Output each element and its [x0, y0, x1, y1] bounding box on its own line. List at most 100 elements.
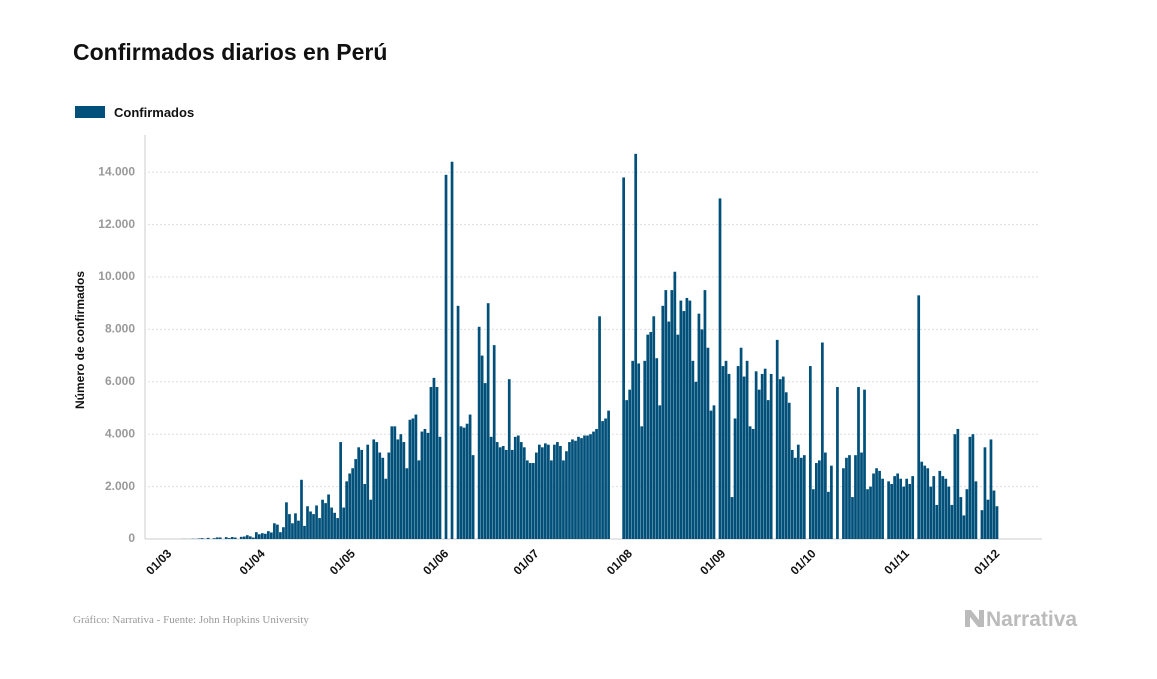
bar [354, 459, 357, 539]
bar [996, 506, 999, 539]
y-tick-label: 10.000 [98, 269, 135, 283]
bar [243, 537, 246, 539]
bar [710, 411, 713, 539]
bar [321, 500, 324, 539]
x-tick-label: 01/07 [511, 546, 542, 577]
bar [932, 476, 935, 539]
bar [649, 332, 652, 539]
bar [201, 538, 204, 539]
bar [571, 439, 574, 539]
bar [490, 437, 493, 539]
bar [565, 451, 568, 539]
bar [920, 462, 923, 539]
bar [288, 514, 291, 539]
bar [499, 447, 502, 539]
bar [312, 514, 315, 539]
bar [496, 442, 499, 539]
bar [306, 506, 309, 539]
bar [670, 290, 673, 539]
bar [993, 491, 996, 539]
bar [740, 348, 743, 539]
bar [393, 426, 396, 539]
bar [872, 474, 875, 540]
bar [722, 366, 725, 539]
bar [342, 508, 345, 539]
bar [526, 460, 529, 539]
bar [728, 374, 731, 539]
bar [502, 446, 505, 539]
bar [294, 513, 297, 539]
bar [984, 447, 987, 539]
bar [403, 442, 406, 539]
bar [917, 295, 920, 539]
bar [381, 458, 384, 539]
bar [944, 479, 947, 539]
bar [427, 433, 430, 539]
x-tick-label: 01/05 [327, 546, 358, 577]
bar [890, 484, 893, 539]
bar [926, 468, 929, 539]
bar [390, 426, 393, 539]
bar [737, 366, 740, 539]
bar [899, 479, 902, 539]
logo: Narrativa [986, 608, 1077, 631]
bar [746, 361, 749, 539]
bar [878, 471, 881, 539]
bar [658, 405, 661, 539]
x-tick-label: 01/08 [604, 546, 635, 577]
bar [396, 439, 399, 539]
bar [330, 508, 333, 539]
bar [273, 523, 276, 539]
bar [821, 343, 824, 540]
bar [213, 538, 216, 539]
bar [318, 518, 321, 539]
y-tick-label: 4.000 [105, 426, 135, 440]
bar [409, 420, 412, 539]
bar [360, 450, 363, 539]
bar [704, 290, 707, 539]
chart-title: Confirmados diarios en Perú [73, 39, 387, 65]
bar [384, 479, 387, 539]
bar [469, 415, 472, 539]
bar [809, 366, 812, 539]
bar [938, 471, 941, 539]
bar [228, 538, 231, 539]
legend-label: Confirmados [114, 105, 194, 120]
legend-swatch [75, 106, 105, 118]
bar [818, 460, 821, 539]
bar [866, 489, 869, 539]
bar [532, 463, 535, 539]
bar [655, 358, 658, 539]
x-tick-label: 01/11 [881, 546, 912, 577]
bar [667, 322, 670, 539]
bar [255, 532, 258, 539]
bar [661, 306, 664, 539]
bar [824, 453, 827, 539]
bar [875, 468, 878, 539]
bar [481, 356, 484, 539]
bar [749, 426, 752, 539]
bar [695, 382, 698, 539]
bar [625, 400, 628, 539]
bar [327, 494, 330, 539]
bar [324, 503, 327, 539]
bar [857, 387, 860, 539]
bar [652, 316, 655, 539]
bar [547, 445, 550, 539]
bar [902, 487, 905, 539]
bar [505, 450, 508, 539]
bar [643, 361, 646, 539]
bar [517, 436, 520, 539]
bar [580, 438, 583, 539]
bar [887, 481, 890, 539]
bar [366, 445, 369, 539]
bar [673, 272, 676, 539]
bar [830, 466, 833, 539]
bar [439, 437, 442, 539]
bar [577, 437, 580, 539]
bar [433, 378, 436, 539]
bar [399, 434, 402, 539]
bar [369, 500, 372, 539]
bar [285, 502, 288, 539]
